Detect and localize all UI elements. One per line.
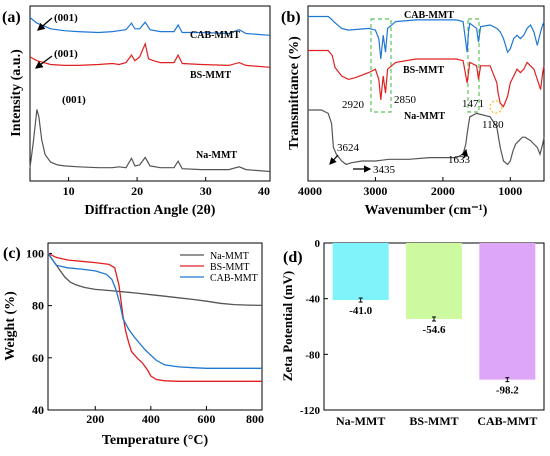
panel-a-curve-label-na: Na-MMT — [196, 150, 237, 161]
category-label-bs-mmt: BS-MMT — [409, 414, 458, 428]
panel-c-ytick-label: 100 — [26, 246, 44, 260]
panel-a: (a) Intensity (a.u.) Diffraction Angle (… — [2, 5, 271, 218]
legend-label-cab-mmt: CAB-MMT — [210, 273, 258, 284]
series-line-cab-mmt — [308, 15, 545, 60]
panel-a-peak-label-na: (001) — [62, 94, 86, 106]
panel-a-frame — [29, 5, 271, 182]
panel-a-label: (a) — [2, 9, 21, 26]
panel-d: (d) Zeta Potential (mV) 0 -40 -80 -120 -41.… — [280, 238, 545, 428]
panel-b-xtick-label: 1000 — [498, 184, 522, 198]
value-label-cab-mmt: -98.2 — [496, 385, 519, 397]
panel-c-axes: 200 400 600 800 40 60 80 100 — [26, 246, 264, 426]
legend-label-na-mmt: Na-MMT — [210, 251, 249, 262]
panel-a-xtick-label: 10 — [63, 184, 75, 198]
panel-d-ylabel: Zeta Potential (mV) — [280, 271, 295, 381]
series-line-na-mmt — [308, 109, 545, 166]
panel-b-annotation-1633: 1633 — [448, 154, 471, 166]
series-line-bs-mmt — [47, 252, 262, 382]
panel-c-ytick-label: 80 — [32, 299, 44, 313]
panel-b-annotation-3435: 3435 — [373, 164, 396, 176]
panel-b-annotation-1471: 1471 — [462, 98, 484, 110]
panel-b-highlight-box — [370, 18, 392, 113]
legend-label-bs-mmt: BS-MMT — [210, 262, 249, 273]
panel-a-curve-label-bs: BS-MMT — [190, 70, 231, 81]
panel-d-ytick-label: 0 — [315, 238, 321, 250]
panel-b-xticks: 4000 3000 2000 1000 — [298, 177, 522, 198]
panel-d-ytick-label: -40 — [305, 294, 320, 306]
panel-c: (c) Weight (%) Temperature (°C) 200 400 60… — [3, 242, 264, 448]
series-line-cab-mmt — [29, 17, 271, 36]
panel-b-arrow-3624 — [329, 154, 339, 165]
panel-b-annotation-2920: 2920 — [342, 99, 365, 111]
panel-a-xticks: 10 20 30 40 — [63, 177, 271, 198]
panel-c-label: (c) — [3, 245, 21, 262]
series-line-cab-mmt — [47, 253, 262, 369]
panel-c-ylabel: Weight (%) — [3, 291, 18, 361]
panel-b-highlight-circle — [489, 100, 503, 114]
panel-b-curve-label-bs: BS-MMT — [403, 65, 444, 76]
category-label-cab-mmt: CAB-MMT — [477, 414, 537, 428]
panel-d-ytick-label: -120 — [300, 405, 321, 417]
panel-a-xtick-label: 30 — [200, 184, 212, 198]
panel-a-series — [29, 17, 271, 173]
panel-b-curve-label-na: Na-MMT — [404, 111, 445, 122]
panel-b: (b) Transmittance (%) Wavenumber (cm⁻¹) … — [281, 5, 545, 218]
panel-a-xtick-label: 20 — [131, 184, 143, 198]
panel-b-annotation-2850: 2850 — [394, 94, 417, 106]
panel-c-frame — [47, 242, 263, 411]
panel-c-series — [47, 252, 263, 382]
panel-b-ylabel: Transmittance (%) — [287, 36, 302, 150]
series-line-bs-mmt — [29, 41, 271, 68]
panel-c-xtick-label: 600 — [197, 412, 215, 426]
panel-b-arrow-1633 — [461, 148, 469, 159]
panel-b-xtick-label: 2000 — [431, 184, 455, 198]
panel-b-annotation-3624: 3624 — [337, 142, 360, 154]
panel-b-xtick-label: 3000 — [363, 184, 387, 198]
series-line-bs-mmt — [308, 49, 545, 108]
panel-d-label: (d) — [283, 249, 303, 266]
panel-a-ylabel: Intensity (a.u.) — [9, 49, 24, 137]
panel-c-ytick-label: 60 — [32, 351, 44, 365]
panel-a-xlabel: Diffraction Angle (2θ) — [85, 203, 216, 218]
panel-a-peak-label-bs: (001) — [54, 48, 78, 60]
bar-na-mmt — [332, 243, 389, 301]
panel-c-xtick-label: 400 — [142, 412, 160, 426]
bar-cab-mmt — [479, 243, 536, 380]
panel-a-xtick-label: 40 — [258, 184, 270, 198]
series-line-na-mmt — [47, 253, 263, 307]
panel-d-ytick-label: -80 — [305, 349, 320, 361]
panel-b-highlight-box — [467, 18, 480, 113]
panel-a-arrow-cab — [37, 17, 53, 31]
panel-c-xtick-label: 800 — [246, 412, 264, 426]
panel-b-curve-label-cab: CAB-MMT — [404, 10, 454, 21]
value-label-na-mmt: -41.0 — [349, 305, 372, 317]
panel-b-xlabel: Wavenumber (cm⁻¹) — [365, 203, 488, 218]
panel-d-bars: -41.0 Na-MMT -54.6 BS-MMT -98.2 CAB-MMT — [332, 243, 537, 428]
value-label-bs-mmt: -54.6 — [423, 324, 446, 336]
panel-b-series — [308, 15, 545, 166]
category-label-na-mmt: Na-MMT — [336, 414, 385, 428]
panel-b-xtick-label: 4000 — [298, 184, 322, 198]
bar-bs-mmt — [406, 243, 462, 319]
series-line-na-mmt — [29, 109, 271, 173]
panel-c-xlabel: Temperature (°C) — [102, 433, 209, 448]
panel-b-annotation-1180: 1180 — [482, 119, 504, 131]
panel-b-frame — [307, 5, 545, 182]
panel-a-peak-label-cab: (001) — [54, 12, 78, 24]
panel-a-curve-label-cab: CAB-MMT — [190, 30, 240, 41]
panel-d-axes: 0 -40 -80 -120 — [300, 238, 328, 417]
panel-b-label: (b) — [281, 9, 301, 26]
panel-c-xtick-label: 200 — [86, 412, 104, 426]
panel-c-ytick-label: 40 — [32, 403, 44, 417]
panel-a-arrow-bs — [34, 55, 53, 69]
